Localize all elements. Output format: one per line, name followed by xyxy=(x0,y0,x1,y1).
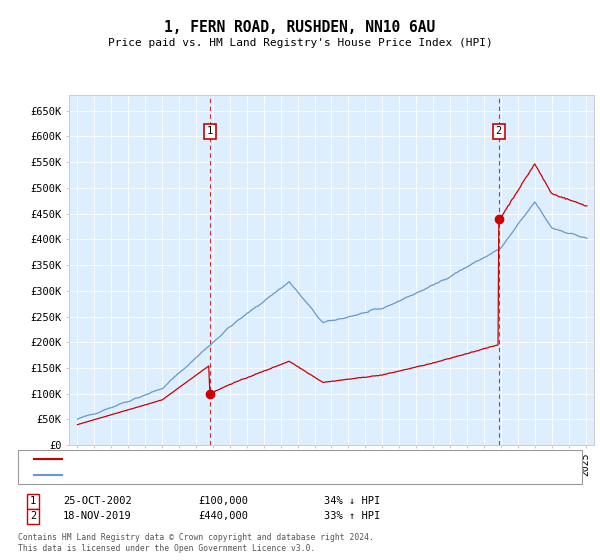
Text: £100,000: £100,000 xyxy=(198,496,248,506)
Text: Contains HM Land Registry data © Crown copyright and database right 2024.
This d: Contains HM Land Registry data © Crown c… xyxy=(18,533,374,553)
Text: 33% ↑ HPI: 33% ↑ HPI xyxy=(324,511,380,521)
Text: 2: 2 xyxy=(30,511,36,521)
Text: Price paid vs. HM Land Registry's House Price Index (HPI): Price paid vs. HM Land Registry's House … xyxy=(107,38,493,48)
Text: £440,000: £440,000 xyxy=(198,511,248,521)
Text: 1, FERN ROAD, RUSHDEN, NN10 6AU (detached house): 1, FERN ROAD, RUSHDEN, NN10 6AU (detache… xyxy=(69,454,351,464)
Text: HPI: Average price, detached house, North Northamptonshire: HPI: Average price, detached house, Nort… xyxy=(69,470,410,480)
Text: 2: 2 xyxy=(496,126,502,136)
Text: 1, FERN ROAD, RUSHDEN, NN10 6AU: 1, FERN ROAD, RUSHDEN, NN10 6AU xyxy=(164,20,436,35)
Text: 1: 1 xyxy=(30,496,36,506)
Text: 18-NOV-2019: 18-NOV-2019 xyxy=(63,511,132,521)
Text: 25-OCT-2002: 25-OCT-2002 xyxy=(63,496,132,506)
Text: 34% ↓ HPI: 34% ↓ HPI xyxy=(324,496,380,506)
Text: 1: 1 xyxy=(207,126,213,136)
